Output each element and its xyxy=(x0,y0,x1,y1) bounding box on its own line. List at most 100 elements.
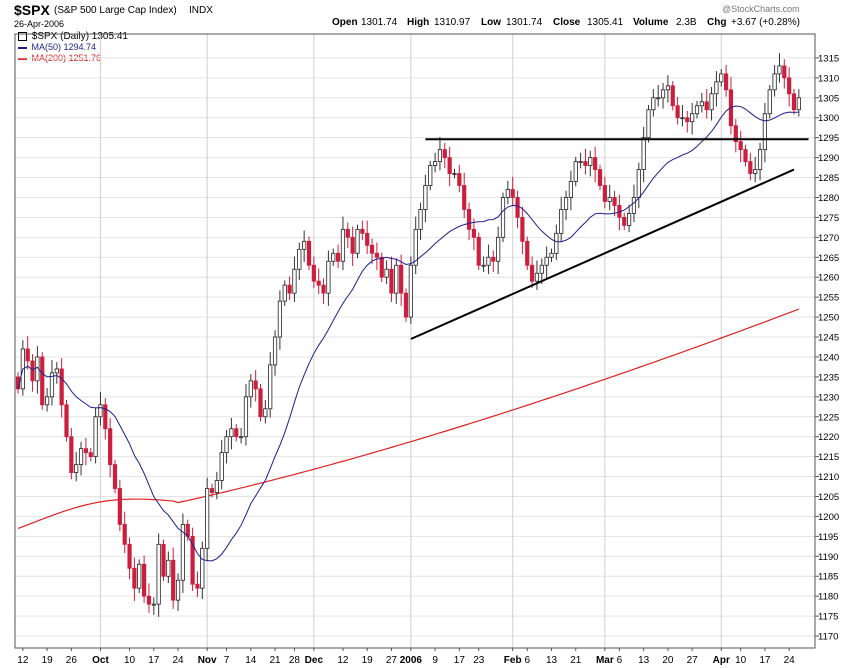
candle-body xyxy=(340,228,346,262)
candle-body xyxy=(520,217,525,242)
candle-body xyxy=(500,197,506,238)
candle-body xyxy=(200,547,205,589)
volume-value: 2.3B xyxy=(676,17,697,28)
candle-body xyxy=(418,209,423,230)
x-tick-label: 7 xyxy=(224,655,230,666)
candle-body xyxy=(69,436,74,473)
y-tick-label: 1275 xyxy=(818,213,839,224)
candle-body xyxy=(297,248,302,270)
close-label: Close xyxy=(553,17,581,28)
x-tick-label: 6 xyxy=(617,655,623,666)
candle-body xyxy=(350,236,355,254)
ma50-layer xyxy=(17,105,799,562)
y-tick-label: 1185 xyxy=(818,572,838,583)
candle-body xyxy=(394,264,399,294)
x-tick-label: 6 xyxy=(524,655,530,666)
y-tick-label: 1225 xyxy=(818,412,839,423)
candle-body xyxy=(40,356,45,406)
candle-body xyxy=(510,189,515,198)
y-tick-label: 1260 xyxy=(818,273,839,284)
candle-body xyxy=(743,149,748,162)
x-tick-label: Mar xyxy=(596,655,614,666)
candle-body xyxy=(403,292,409,318)
x-tick-label: 24 xyxy=(172,655,184,666)
candle-body xyxy=(122,524,127,545)
candle-body xyxy=(573,161,578,182)
candle-body xyxy=(530,264,535,282)
candle-body xyxy=(602,185,607,202)
candle-body xyxy=(195,583,200,589)
candle-body xyxy=(699,101,704,107)
candle-body xyxy=(748,161,753,174)
x-tick-label: 10 xyxy=(735,655,747,666)
candle-body xyxy=(355,228,360,254)
candle-body xyxy=(432,161,438,166)
open-value: 1301.74 xyxy=(361,17,398,28)
candle-body xyxy=(481,264,486,267)
y-tick-label: 1240 xyxy=(818,352,839,363)
candle-body xyxy=(316,280,321,286)
x-tick-label: 13 xyxy=(546,655,558,666)
candle-body xyxy=(772,73,777,91)
candle-body xyxy=(268,364,273,410)
plot-frame xyxy=(14,33,816,649)
x-tick-label: 13 xyxy=(638,655,650,666)
candle-body xyxy=(777,65,782,75)
candle-body xyxy=(413,228,418,266)
candle-body xyxy=(78,448,84,465)
candle-body xyxy=(515,197,520,218)
candle-body xyxy=(166,559,171,577)
candle-body xyxy=(161,543,166,577)
candle-body xyxy=(680,117,685,120)
candle-body xyxy=(665,85,671,91)
candle-body xyxy=(151,603,156,606)
y-tick-label: 1300 xyxy=(818,113,839,124)
candle-body xyxy=(627,213,632,226)
x-tick-label: Oct xyxy=(92,655,109,666)
candle-body xyxy=(782,65,787,79)
x-tick-label: 20 xyxy=(662,655,674,666)
high-value: 1310.97 xyxy=(434,17,471,28)
candle-body xyxy=(25,348,30,362)
candle-body xyxy=(714,81,719,95)
candle-body xyxy=(238,436,244,439)
candle-body xyxy=(622,217,627,226)
candle-body xyxy=(539,264,544,274)
y-tick-label: 1315 xyxy=(818,53,839,64)
candle-body xyxy=(365,232,370,246)
y-tick-label: 1235 xyxy=(818,372,839,383)
candle-body xyxy=(791,93,797,111)
x-tick-label: 19 xyxy=(42,655,54,666)
y-tick-label: 1170 xyxy=(818,632,838,643)
candle-body xyxy=(694,105,700,115)
candle-body xyxy=(757,149,763,170)
candle-body xyxy=(437,149,443,162)
y-tick-label: 1265 xyxy=(818,253,839,264)
candle-body xyxy=(544,256,549,266)
y-tick-label: 1270 xyxy=(818,233,839,244)
chart-date: 26-Apr-2006 xyxy=(14,19,65,29)
candle-body xyxy=(719,73,724,83)
candle-legend-icon xyxy=(18,31,27,41)
y-tick-label: 1215 xyxy=(818,452,839,463)
candle-body xyxy=(593,157,598,170)
ma50-line-icon xyxy=(18,46,27,49)
candle-body xyxy=(248,380,253,398)
y-tick-label: 1290 xyxy=(818,153,839,164)
candle-body xyxy=(384,268,389,278)
grid xyxy=(15,34,815,648)
candle-body xyxy=(59,368,64,406)
candle-body xyxy=(64,404,69,438)
candle-body xyxy=(219,452,224,481)
x-axis: 12 19 26 Oct 10 17 24 Nov 7 14 21 28 Dec 12 19 27 2006 9 1… xyxy=(17,648,795,666)
x-tick-label: Apr xyxy=(713,655,730,666)
candle-body xyxy=(103,404,108,430)
y-tick-label: 1180 xyxy=(818,592,838,603)
candle-body xyxy=(272,336,278,366)
candle-body xyxy=(326,260,331,294)
candle-body xyxy=(466,209,472,230)
x-tick-label: 26 xyxy=(66,655,78,666)
candle-body xyxy=(335,252,341,262)
candle-body xyxy=(277,300,283,338)
candle-body xyxy=(423,185,428,210)
